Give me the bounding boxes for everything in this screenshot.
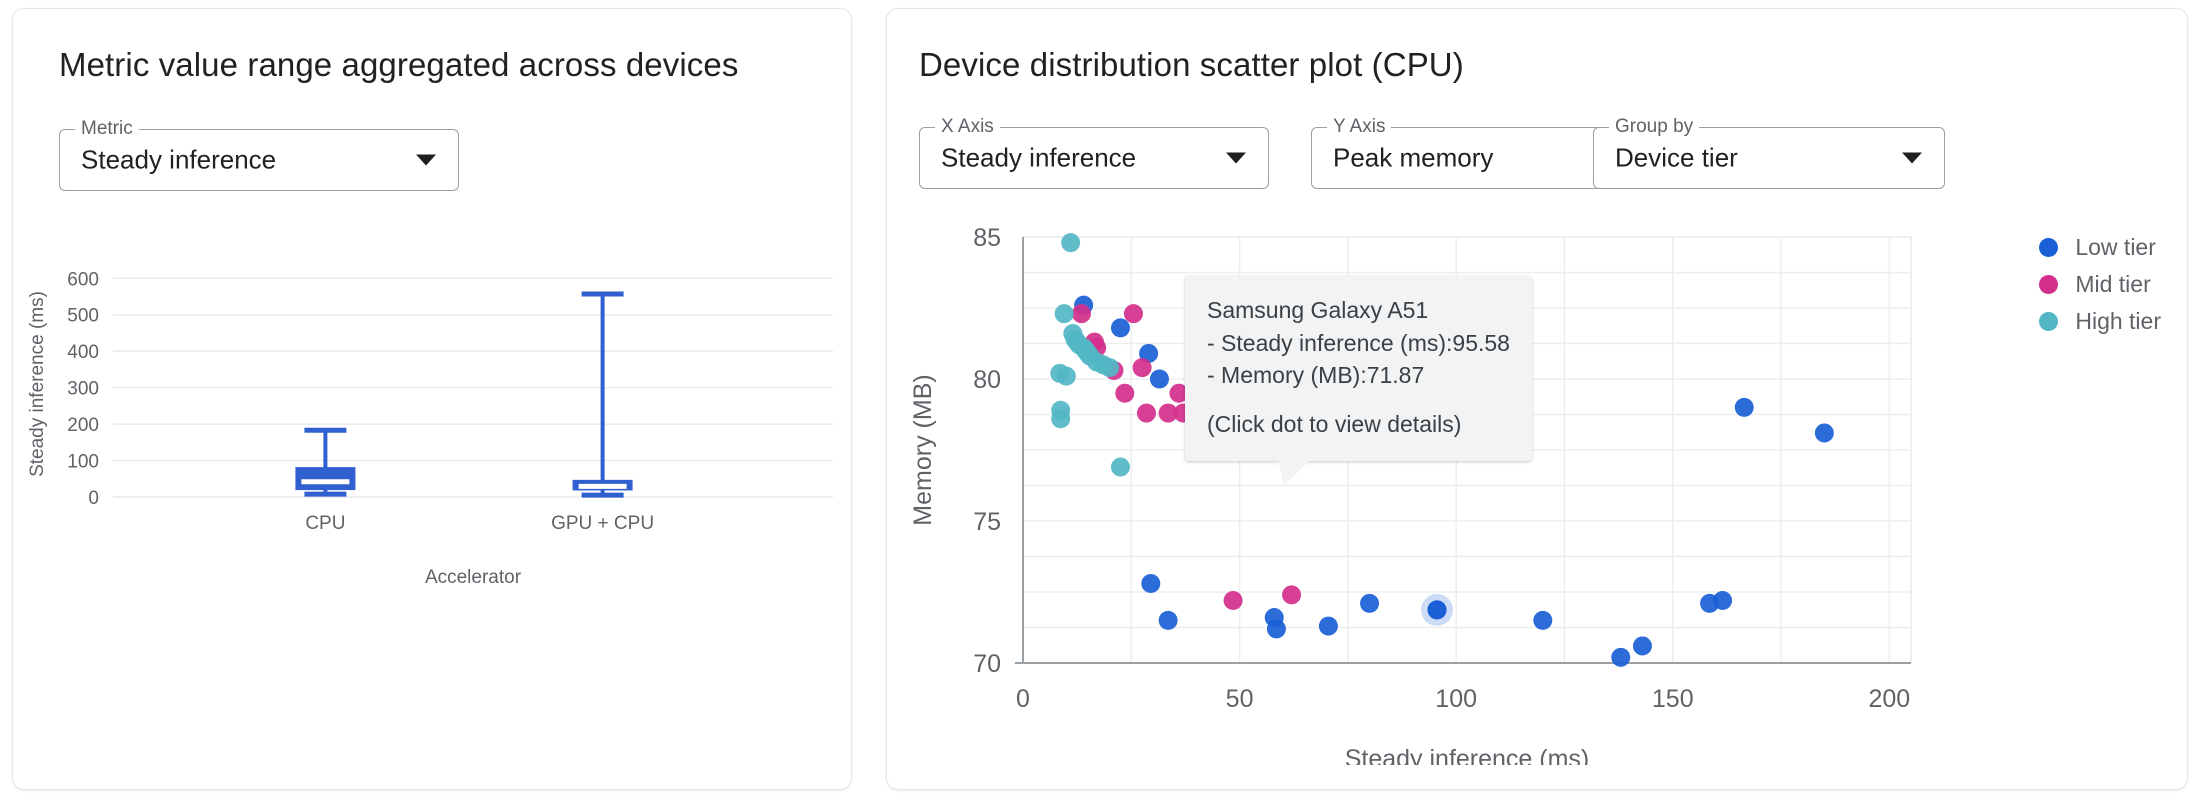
svg-text:50: 50 <box>1226 685 1254 713</box>
scatter-point[interactable] <box>1223 591 1243 611</box>
svg-text:Steady inference (ms): Steady inference (ms) <box>1345 745 1590 765</box>
metric-select-label: Metric <box>75 118 139 140</box>
svg-text:100: 100 <box>67 452 99 473</box>
svg-text:100: 100 <box>1435 685 1477 713</box>
tooltip-hint: (Click dot to view details) <box>1207 410 1462 437</box>
svg-text:400: 400 <box>67 342 99 363</box>
svg-text:200: 200 <box>1868 685 1910 713</box>
svg-text:85: 85 <box>973 224 1001 252</box>
group-by-select-value: Device tier <box>1615 142 1738 173</box>
svg-text:CPU: CPU <box>305 513 345 534</box>
scatter-point[interactable] <box>1110 318 1130 338</box>
scatter-point[interactable] <box>1132 358 1152 378</box>
svg-text:Steady inference (ms): Steady inference (ms) <box>27 291 48 477</box>
scatter-point[interactable] <box>1266 619 1286 639</box>
scatter-point[interactable] <box>1051 409 1071 429</box>
scatter-point[interactable] <box>1713 591 1733 611</box>
tooltip-spacer <box>1207 392 1510 408</box>
scatter-point[interactable] <box>1056 366 1076 386</box>
svg-text:0: 0 <box>1016 685 1030 713</box>
scatter-point[interactable] <box>1158 403 1178 423</box>
x-axis-select-value: Steady inference <box>941 142 1137 173</box>
svg-text:500: 500 <box>67 306 99 327</box>
legend-color-dot-icon <box>2039 238 2059 257</box>
scatter-point[interactable] <box>1071 304 1091 324</box>
svg-text:600: 600 <box>67 269 99 290</box>
scatter-point[interactable] <box>1054 304 1074 324</box>
scatter-point[interactable] <box>1169 383 1189 403</box>
tooltip-metric-y: - Memory (MB):71.87 <box>1207 362 1425 389</box>
scatter-title: Device distribution scatter plot (CPU) <box>919 46 1464 83</box>
y-axis-select-value: Peak memory <box>1333 142 1494 173</box>
legend-label: Mid tier <box>2075 271 2151 297</box>
scatter-point[interactable] <box>1123 304 1143 324</box>
tooltip-device: Samsung Galaxy A51 <box>1207 297 1429 323</box>
svg-text:70: 70 <box>973 650 1001 678</box>
x-axis-select[interactable]: X Axis Steady inference <box>919 116 1269 189</box>
legend-color-dot-icon <box>2039 312 2059 331</box>
legend-item-high-tier[interactable]: High tier <box>2039 303 2161 340</box>
scatter-card: Device distribution scatter plot (CPU) X… <box>886 8 2188 790</box>
boxplot-svg: 0 100 200 300 400 500 600 Steady inference (ms)… <box>27 269 833 588</box>
metric-select-value: Steady inference <box>81 144 277 175</box>
scatter-point[interactable] <box>1360 593 1380 613</box>
scatter-point[interactable] <box>1115 383 1135 403</box>
scatter-legend: Low tier Mid tier High tier <box>2039 229 2161 340</box>
svg-text:300: 300 <box>67 379 99 400</box>
svg-text:200: 200 <box>67 415 99 436</box>
scatter-point[interactable] <box>1611 647 1631 667</box>
legend-item-low-tier[interactable]: Low tier <box>2039 229 2161 266</box>
highlighted-scatter-point[interactable] <box>1427 600 1447 620</box>
scatter-point[interactable] <box>1136 403 1156 423</box>
legend-color-dot-icon <box>2039 275 2059 294</box>
legend-label: High tier <box>2075 308 2161 334</box>
boxplot-card: Metric value range aggregated across dev… <box>12 8 852 790</box>
svg-text:GPU + CPU: GPU + CPU <box>551 513 654 534</box>
chevron-down-icon <box>416 154 436 166</box>
scatter-point[interactable] <box>1632 636 1652 656</box>
y-axis-select-label: Y Axis <box>1327 116 1392 138</box>
boxplot-chart: 0 100 200 300 400 500 600 Steady inference (ms)… <box>13 229 851 749</box>
scatter-point[interactable] <box>1139 343 1159 363</box>
group-by-select[interactable]: Group by Device tier <box>1593 116 1945 189</box>
svg-text:150: 150 <box>1652 685 1694 713</box>
scatter-point[interactable] <box>1061 233 1081 253</box>
chevron-down-icon <box>1226 152 1246 164</box>
metric-select[interactable]: Metric Steady inference <box>59 118 459 191</box>
scatter-point[interactable] <box>1110 457 1130 477</box>
scatter-point[interactable] <box>1734 397 1754 417</box>
svg-text:0: 0 <box>88 488 99 509</box>
chevron-down-icon <box>1902 152 1922 164</box>
scatter-point[interactable] <box>1100 358 1120 378</box>
scatter-point[interactable] <box>1814 423 1834 443</box>
svg-text:Memory (MB): Memory (MB) <box>909 374 937 525</box>
legend-label: Low tier <box>2075 234 2156 260</box>
scatter-point[interactable] <box>1282 585 1302 605</box>
svg-text:Accelerator: Accelerator <box>425 567 522 588</box>
boxplot-title: Metric value range aggregated across dev… <box>59 46 739 83</box>
point-tooltip: Samsung Galaxy A51 - Steady inference (m… <box>1185 276 1532 486</box>
svg-text:75: 75 <box>973 508 1001 536</box>
group-by-select-label: Group by <box>1609 116 1700 138</box>
x-axis-select-label: X Axis <box>935 116 1000 138</box>
scatter-point[interactable] <box>1158 610 1178 630</box>
scatter-point[interactable] <box>1533 610 1553 630</box>
svg-text:80: 80 <box>973 366 1001 394</box>
scatter-point[interactable] <box>1141 573 1161 593</box>
legend-item-mid-tier[interactable]: Mid tier <box>2039 266 2161 303</box>
scatter-point[interactable] <box>1318 616 1338 636</box>
scatter-point[interactable] <box>1149 369 1169 389</box>
tooltip-metric-x: - Steady inference (ms):95.58 <box>1207 329 1510 356</box>
